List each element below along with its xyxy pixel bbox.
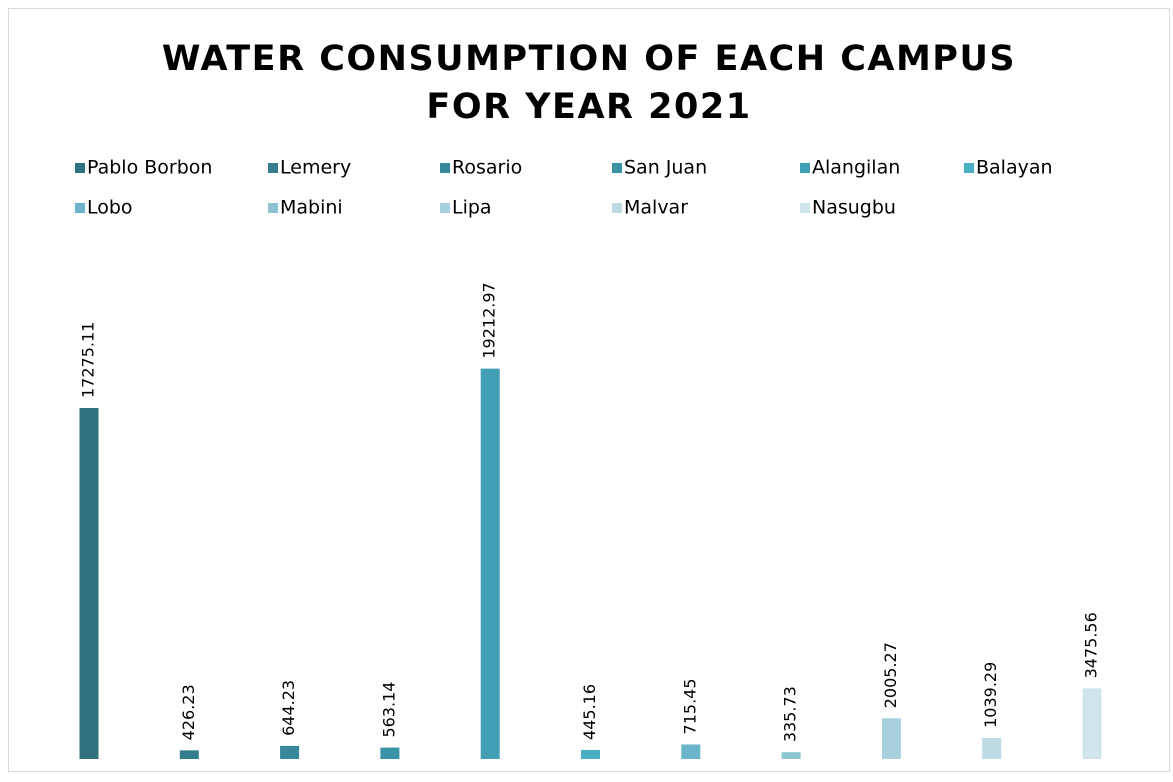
bar <box>982 737 1002 759</box>
data-label: 445.16 <box>580 684 599 740</box>
chart-frame <box>8 8 1170 772</box>
bar <box>581 749 600 759</box>
data-label: 426.23 <box>179 684 198 740</box>
bar <box>781 752 801 759</box>
legend-label: Malvar <box>624 197 688 219</box>
legend-label: Lobo <box>87 197 133 219</box>
legend-label: Mabini <box>280 197 343 219</box>
legend-swatch <box>268 163 278 173</box>
bar <box>179 750 199 759</box>
bar <box>881 718 901 759</box>
legend-label: Alangilan <box>812 157 900 179</box>
bar <box>79 408 99 759</box>
bar <box>681 744 701 759</box>
bar <box>1082 688 1102 759</box>
data-label: 563.14 <box>379 682 398 738</box>
legend-label: Lemery <box>280 157 351 179</box>
legend-swatch <box>268 203 278 213</box>
legend-swatch <box>800 163 810 173</box>
chart-title: WATER CONSUMPTION OF EACH CAMPUS <box>162 39 1016 79</box>
legend-label: Lipa <box>452 197 492 219</box>
legend-label: Balayan <box>976 157 1053 179</box>
legend-swatch <box>612 203 622 213</box>
legend-swatch <box>612 163 622 173</box>
data-label: 715.45 <box>680 678 699 734</box>
data-label: 19212.97 <box>480 282 499 358</box>
data-label: 644.23 <box>279 680 298 736</box>
data-label: 335.73 <box>781 686 800 742</box>
bar <box>480 368 500 759</box>
data-label: 3475.56 <box>1082 612 1101 678</box>
legend-swatch <box>964 163 974 173</box>
chart-title: FOR YEAR 2021 <box>426 87 751 127</box>
data-label: 17275.11 <box>79 322 98 398</box>
bar <box>280 745 300 759</box>
legend-label: Rosario <box>452 157 522 179</box>
legend-swatch <box>440 203 450 213</box>
legend-swatch <box>75 203 85 213</box>
legend-swatch <box>800 203 810 213</box>
legend-label: Nasugbu <box>812 197 896 219</box>
data-label: 2005.27 <box>881 642 900 708</box>
legend-swatch <box>75 163 85 173</box>
legend-swatch <box>440 163 450 173</box>
legend-label: San Juan <box>624 157 707 179</box>
legend-label: Pablo Borbon <box>87 157 212 179</box>
data-label: 1039.29 <box>981 662 1000 728</box>
bar <box>380 747 400 759</box>
